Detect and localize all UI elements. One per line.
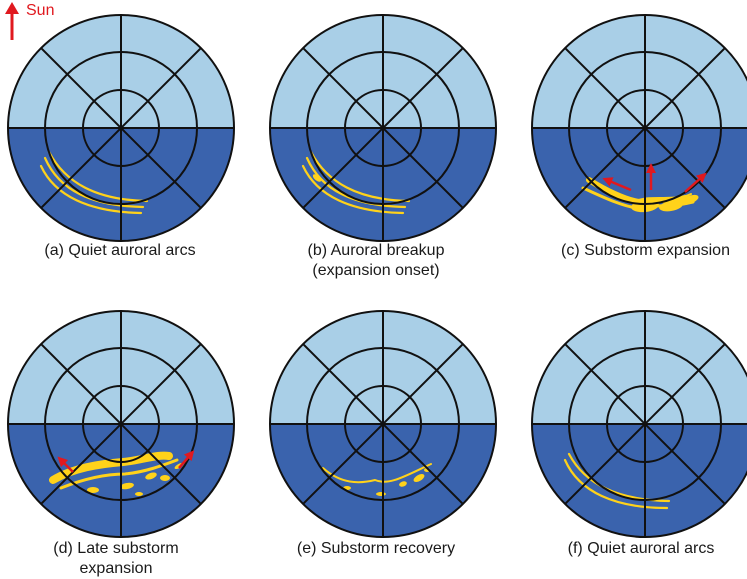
polar-dial-c [531,14,747,242]
meridian-line [302,343,464,505]
aurora-surge [679,194,699,206]
aurora-patch [135,492,143,496]
aurora-patch [376,492,386,496]
aurora-arc [47,150,149,203]
aurora-patch [145,472,157,480]
meridian-line [40,47,202,209]
aurora-arc [309,150,411,203]
caption-e-line1: (e) Substorm recovery [296,540,456,557]
dayside-half [532,311,747,424]
sun-direction-arrow [5,2,19,40]
meridian-line [302,47,464,209]
aurora-arc [322,463,432,484]
aurora-patch [399,481,407,487]
aurora-surge [659,200,683,212]
dayside-half [532,15,747,128]
polar-dial-b [269,14,497,242]
aurora-patch [160,475,170,481]
aurora-arc [39,164,143,215]
aurora-arc [43,156,145,209]
expansion-arrow [57,456,74,473]
aurora-patch [87,487,99,493]
caption-f-line1: (f) Quiet auroral arcs [567,540,715,557]
meridian-line [40,343,202,505]
expansion-arrow [178,450,195,469]
aurora-patch [120,482,134,490]
sun-label: Sun [26,2,55,19]
meridian-line [564,343,726,505]
aurora-arc [301,164,405,215]
caption-d: (d) Late substorm expansion [26,539,206,579]
aurora-breakup-arcs [301,150,411,215]
polar-dial-d [7,310,235,538]
aurora-recovery-patches [322,463,432,496]
caption-c: (c) Substorm expansion [544,241,747,261]
aurora-brightening [312,174,322,182]
meridian-line [564,47,726,209]
caption-b-line1: (b) Auroral breakup [307,242,445,259]
nightside-half [532,128,747,241]
caption-a-line1: (a) Quiet auroral arcs [44,242,196,259]
caption-d-line1: (d) Late substorm [53,540,179,557]
aurora-quiet-arcs [39,150,149,215]
caption-d-line2: expansion [79,560,153,577]
expansion-arrow [684,172,707,193]
aurora-arc [563,458,669,510]
polar-dial-a [7,14,235,242]
caption-b: (b) Auroral breakup (expansion onset) [286,241,466,281]
caption-a: (a) Quiet auroral arcs [24,241,216,261]
caption-c-line1: (c) Substorm expansion [561,242,730,259]
caption-f: (f) Quiet auroral arcs [546,539,736,559]
aurora-arc [305,156,407,209]
caption-e: (e) Substorm recovery [286,539,466,559]
aurora-patch [413,474,425,482]
polar-dial-e [269,310,497,538]
expansion-arrow [602,177,632,192]
polar-dial-f [531,310,747,538]
nightside-half [532,424,747,537]
caption-b-line2: (expansion onset) [312,262,440,279]
